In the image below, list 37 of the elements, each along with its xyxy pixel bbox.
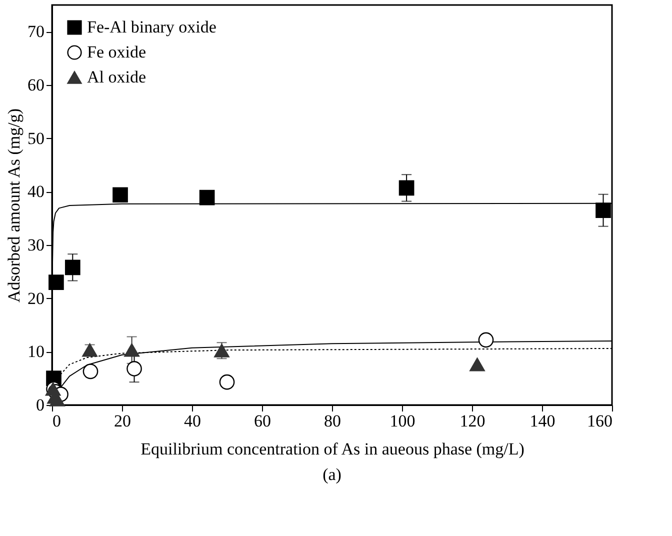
legend-label: Fe-Al binary oxide <box>87 18 216 36</box>
point <box>398 180 414 196</box>
y-tick-label: 70 <box>28 22 44 42</box>
point <box>112 187 128 203</box>
point <box>82 343 98 357</box>
point <box>596 202 611 218</box>
y-tick-label: 40 <box>28 182 44 202</box>
y-axis-title: Adsorbed amount As (mg/g) <box>4 108 24 303</box>
x-tick-label: 120 <box>460 412 486 430</box>
legend-label: Al oxide <box>87 68 146 86</box>
point <box>199 190 215 206</box>
y-tick-label: 50 <box>28 128 44 148</box>
point <box>478 332 494 348</box>
x-tick-label: 100 <box>390 412 416 430</box>
y-tick-label: 10 <box>28 342 44 362</box>
x-tick-label: 80 <box>324 412 341 430</box>
point <box>82 364 98 380</box>
x-axis-title: Equilibrium concentration of As in aueous phase (mg/L) <box>140 440 524 458</box>
y-tick-label: 0 <box>36 396 44 414</box>
point <box>219 374 235 390</box>
point <box>214 344 230 358</box>
legend-label: Fe oxide <box>87 42 146 62</box>
x-tick-label: 140 <box>530 412 556 430</box>
point <box>48 274 64 290</box>
x-tick-label: 160 <box>587 412 612 430</box>
point <box>470 358 485 372</box>
y-tick-label: 60 <box>28 76 44 94</box>
x-tick-label: 40 <box>184 412 201 430</box>
point <box>126 361 142 376</box>
text: (a) <box>322 465 342 484</box>
x-tick-label: 60 <box>254 412 271 430</box>
x-tick-label: 0 <box>52 412 61 430</box>
point <box>124 343 140 357</box>
y-tick-label: 30 <box>28 236 44 254</box>
point <box>64 260 80 276</box>
x-tick-label: 20 <box>114 412 131 430</box>
y-tick-label: 20 <box>28 288 44 308</box>
